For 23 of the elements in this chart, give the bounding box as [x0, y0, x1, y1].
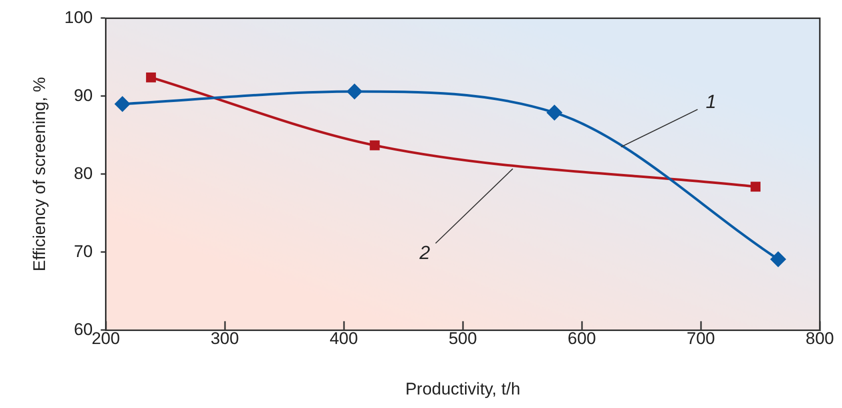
x-tick-label: 400 [330, 329, 358, 348]
y-tick-label: 90 [74, 86, 93, 105]
point [546, 104, 562, 121]
point [770, 251, 786, 268]
annotation: 1 [706, 92, 716, 114]
x-tick-label: 600 [568, 329, 596, 348]
y-tick-label: 100 [64, 8, 93, 27]
y-axis-title: Efficiency of screening, % [30, 77, 49, 272]
point [370, 140, 380, 150]
annotation: 2 [418, 243, 430, 264]
x-tick-label: 500 [448, 329, 477, 348]
x-tick-label: 800 [806, 329, 834, 348]
x-tick-label: 300 [210, 329, 239, 348]
point [146, 72, 156, 82]
y-tick-label: 80 [74, 164, 93, 183]
y-tick-label: 60 [74, 320, 93, 339]
y-tick-label: 70 [74, 242, 93, 261]
x-axis-title: Productivity, t/h [405, 379, 520, 398]
x-tick-label: 200 [92, 329, 120, 348]
point [346, 84, 362, 100]
point [750, 182, 761, 192]
point [114, 96, 130, 112]
x-tick-label: 700 [686, 329, 715, 348]
